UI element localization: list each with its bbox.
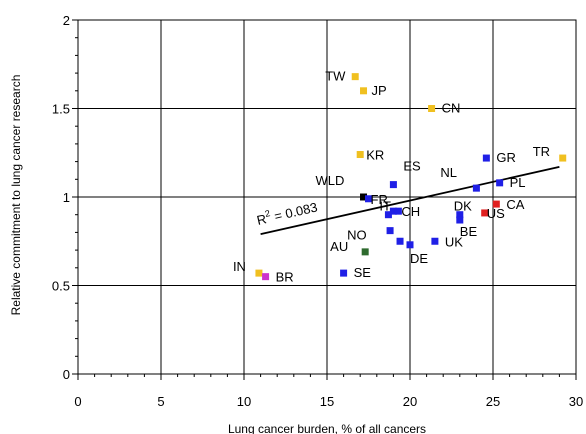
data-point-de	[406, 241, 414, 249]
data-point-ca	[492, 200, 500, 208]
point-label-nl: NL	[440, 165, 457, 180]
data-point-pl	[496, 179, 504, 187]
y-axis-title: Relative commitment to lung cancer resea…	[9, 75, 23, 316]
point-label-us: US	[487, 206, 505, 221]
data-point	[389, 207, 397, 215]
x-tick-label: 25	[486, 394, 500, 409]
x-tick-label: 20	[403, 394, 417, 409]
data-point-be	[456, 216, 464, 224]
data-point-dk	[456, 211, 464, 219]
point-label-kr: KR	[366, 148, 384, 163]
data-point-us	[481, 209, 489, 217]
r-squared-prefix: R	[255, 211, 268, 228]
trend-line	[260, 166, 560, 236]
point-label-ca: CA	[506, 197, 524, 212]
point-label-tw: TW	[325, 69, 346, 84]
data-point-uk	[431, 237, 439, 245]
data-point-tr	[559, 154, 567, 162]
point-label-wld: WLD	[316, 173, 345, 188]
x-tick-label: 15	[320, 394, 334, 409]
data-point-br	[262, 273, 270, 281]
data-point-tw	[351, 73, 359, 81]
data-point-gr	[482, 154, 490, 162]
data-point-no	[386, 227, 394, 235]
point-label-ch: CH	[401, 204, 420, 219]
x-tick-label: 0	[74, 394, 81, 409]
data-point-in	[255, 269, 263, 277]
point-label-uk: UK	[445, 234, 463, 249]
point-label-be: BE	[460, 224, 478, 239]
r-squared-value: = 0.083	[269, 199, 319, 224]
point-label-br: BR	[276, 270, 294, 285]
data-point-fr	[365, 195, 372, 203]
data-point-it	[384, 211, 392, 219]
point-label-au: AU	[330, 239, 348, 254]
point-label-no: NO	[347, 228, 367, 243]
data-point	[396, 237, 404, 245]
point-label-gr: GR	[496, 150, 516, 165]
x-axis-title: Lung cancer burden, % of all cancers	[228, 422, 426, 434]
y-tick-label: 1.5	[52, 102, 70, 117]
y-tick-label: 0.5	[52, 279, 70, 294]
point-label-cn: CN	[442, 101, 461, 116]
point-label-jp: JP	[372, 83, 387, 98]
x-tick-label: 5	[157, 394, 164, 409]
data-points	[255, 73, 567, 281]
data-point-se	[340, 269, 348, 277]
data-point-cn	[428, 105, 436, 112]
x-tick-labels: 0 5 10 15 20 25 30	[74, 394, 583, 409]
y-tick-label: 2	[63, 13, 70, 28]
y-tick-label: 0	[63, 367, 70, 382]
data-point-au	[361, 248, 369, 256]
data-point-kr	[356, 151, 364, 159]
point-label-in: IN	[233, 259, 246, 274]
point-label-pl: PL	[510, 175, 526, 190]
data-point-jp	[360, 87, 368, 95]
point-label-it: IT	[379, 199, 391, 214]
data-point-ch	[394, 207, 402, 215]
y-tick-labels: 0 0.5 1 1.5 2	[52, 13, 70, 382]
x-tick-label: 30	[569, 394, 583, 409]
data-point-nl	[472, 184, 480, 192]
data-point-wld	[360, 193, 368, 201]
point-label-tr: TR	[533, 144, 550, 159]
y-tick-label: 1	[63, 190, 70, 205]
axis-ticks	[72, 19, 577, 380]
x-tick-label: 10	[237, 394, 251, 409]
point-label-dk: DK	[454, 199, 472, 214]
point-label-fr: FR	[371, 192, 388, 207]
point-label-es: ES	[403, 159, 421, 174]
data-point-es	[389, 181, 397, 189]
point-label-de: DE	[410, 251, 428, 266]
grid-lines	[78, 20, 576, 374]
point-label-se: SE	[354, 265, 372, 280]
r-squared-superscript: 2	[264, 208, 271, 219]
